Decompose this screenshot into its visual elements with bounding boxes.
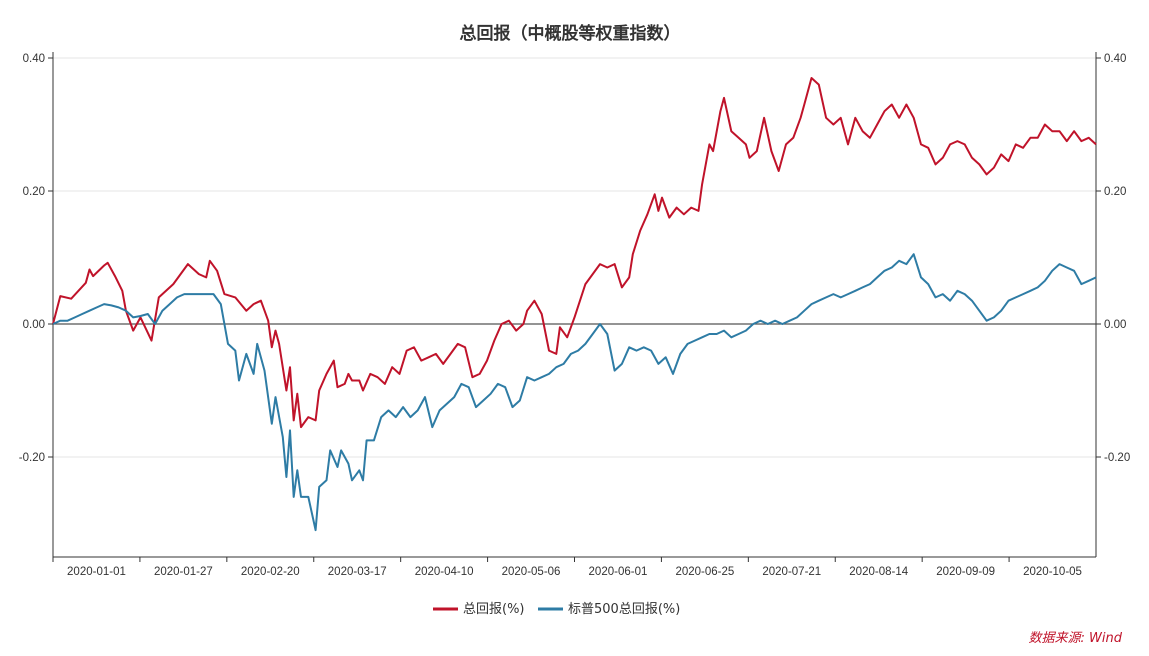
x-tick-label: 2020-07-21 (762, 566, 821, 578)
x-tick-label: 2020-09-09 (936, 566, 995, 578)
y-tick-label-left: -0.20 (19, 452, 45, 464)
y-axis-right: 0.40 0.20 0.00 -0.20 (1096, 53, 1130, 464)
grid-lines (53, 57, 1096, 458)
y-tick-label-left: 0.20 (23, 186, 45, 198)
y-tick-label-right: -0.20 (1104, 452, 1130, 464)
axes (52, 52, 1097, 558)
x-axis: 2020-01-01 2020-01-27 2020-02-20 2020-03-17… (52, 557, 1082, 578)
y-tick-label-right: 0.00 (1104, 319, 1126, 331)
x-tick-label: 2020-05-06 (502, 566, 561, 578)
x-tick-label: 2020-04-10 (415, 566, 474, 578)
series-lines (52, 77, 1097, 532)
y-tick-label-right: 0.40 (1104, 53, 1126, 65)
y-tick-label-right: 0.20 (1104, 186, 1126, 198)
x-tick-label: 2020-06-01 (589, 566, 648, 578)
series-line-total-return (52, 77, 1097, 429)
series-line-sp500 (52, 253, 1097, 532)
chart-title: 总回报（中概股等权重指数） (460, 23, 681, 44)
x-tick-label: 2020-01-27 (154, 566, 213, 578)
x-tick-label: 2020-10-05 (1023, 566, 1082, 578)
legend-label-total-return: 总回报(%) (463, 602, 525, 617)
x-tick-label: 2020-06-25 (675, 566, 734, 578)
y-tick-label-left: 0.40 (23, 53, 45, 65)
x-tick-label: 2020-01-01 (67, 566, 126, 578)
x-tick-label: 2020-08-14 (849, 566, 908, 578)
y-axis-left: 0.40 0.20 0.00 -0.20 (19, 53, 53, 464)
source-note: 数据来源: Wind (1029, 631, 1123, 646)
y-tick-label-left: 0.00 (23, 319, 45, 331)
x-tick-label: 2020-03-17 (328, 566, 387, 578)
legend: 总回报(%) 标普500总回报(%) (433, 602, 680, 617)
x-tick-label: 2020-02-20 (241, 566, 300, 578)
legend-label-sp500: 标普500总回报(%) (568, 602, 680, 617)
